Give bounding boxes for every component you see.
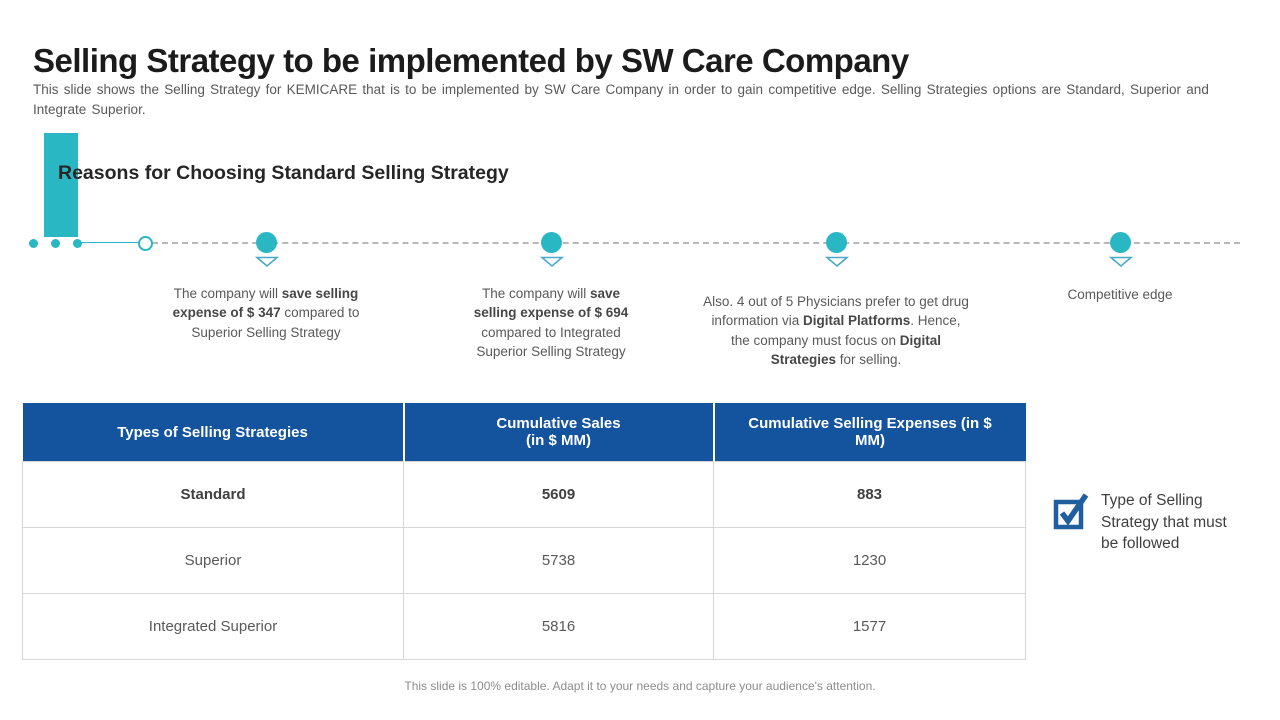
sales-cell: 5816 xyxy=(403,593,714,660)
callout-text: Type of Selling Strategy that must be fo… xyxy=(1101,492,1227,552)
slide-description: This slide shows the Selling Strategy fo… xyxy=(33,81,1209,117)
timeline-dashed-line xyxy=(152,242,1240,244)
expenses-cell: 1230 xyxy=(713,527,1026,594)
column-header-strategies: Types of Selling Strategies xyxy=(22,403,405,462)
selling-strategies-table: Types of Selling Strategies Cumulative S… xyxy=(22,403,1026,660)
timeline-item-text: Competitive edge xyxy=(1067,286,1173,302)
table-row: Integrated Superior 5816 1577 xyxy=(22,593,1026,660)
timeline-node xyxy=(1110,232,1131,253)
table-row: Standard 5609 883 xyxy=(22,461,1026,528)
chevron-down-icon xyxy=(255,256,279,268)
strategy-callout: Type of Selling Strategy that must be fo… xyxy=(1052,488,1252,555)
footer-note: This slide is 100% editable. Adapt it to… xyxy=(404,679,876,693)
timeline-node xyxy=(826,232,847,253)
strategy-cell: Standard xyxy=(22,461,404,528)
column-header-expenses: Cumulative Selling Expenses (in $ MM) xyxy=(713,403,1026,462)
timeline-item-text: The company will save selling expense of… xyxy=(473,285,629,360)
timeline-start-dot xyxy=(73,239,82,248)
timeline-solid-line xyxy=(81,242,138,243)
strategy-cell: Superior xyxy=(22,527,404,594)
timeline-item-text: Also. 4 out of 5 Physicians prefer to ge… xyxy=(703,293,969,368)
page-title: Selling Strategy to be implemented by SW… xyxy=(33,42,909,80)
chevron-down-icon xyxy=(540,256,564,268)
column-header-sales: Cumulative Sales (in $ MM) xyxy=(403,403,715,462)
timeline-item-text: The company will save selling expense of… xyxy=(172,285,360,340)
timeline-node xyxy=(256,232,277,253)
timeline-node xyxy=(541,232,562,253)
chevron-down-icon xyxy=(1109,256,1133,268)
section-heading: Reasons for Choosing Standard Selling St… xyxy=(58,162,509,185)
timeline-start-dot xyxy=(29,239,38,248)
chevron-down-icon xyxy=(825,256,849,268)
accent-bar xyxy=(44,133,78,237)
sales-cell: 5609 xyxy=(403,461,714,528)
timeline-open-circle xyxy=(138,236,153,251)
expenses-cell: 1577 xyxy=(713,593,1026,660)
timeline-start-dot xyxy=(51,239,60,248)
expenses-cell: 883 xyxy=(713,461,1026,528)
strategy-cell: Integrated Superior xyxy=(22,593,404,660)
checkbox-check-icon xyxy=(1053,493,1089,530)
table-row: Superior 5738 1230 xyxy=(22,527,1026,594)
sales-cell: 5738 xyxy=(403,527,714,594)
table-header-row: Types of Selling Strategies Cumulative S… xyxy=(22,403,1026,462)
